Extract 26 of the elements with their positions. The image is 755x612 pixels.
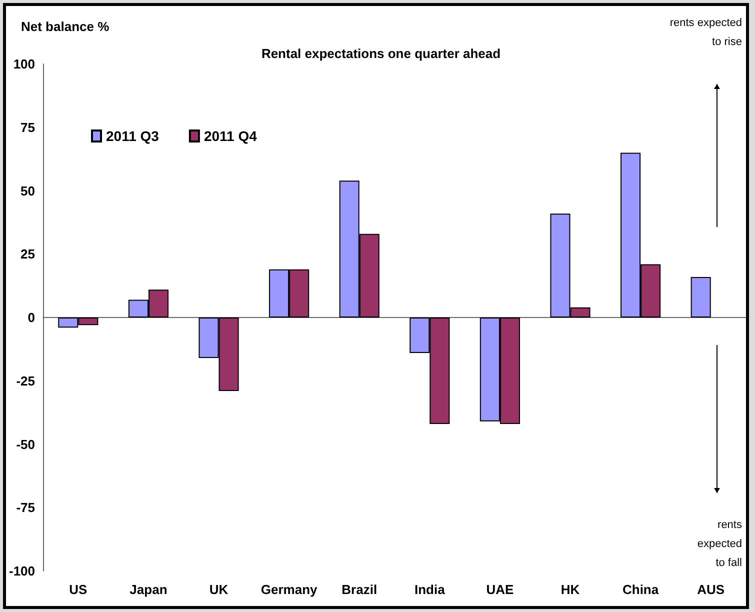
x-tick-label: China [622, 582, 660, 597]
x-tick-label: Japan [130, 582, 168, 597]
y-tick-label: 25 [20, 246, 36, 262]
x-tick-label: US [69, 582, 88, 597]
y-tick-label: 0 [28, 310, 36, 325]
y-tick-label: 50 [20, 183, 36, 198]
bar [690, 276, 711, 318]
y-tick-label: 75 [20, 120, 36, 135]
x-tick-label: Brazil [342, 582, 378, 597]
y-tick-label: -50 [16, 436, 36, 452]
y-tick-label: 100 [13, 56, 36, 72]
x-tick-label: Germany [260, 582, 318, 597]
x-tick-label: India [414, 582, 446, 597]
text: rents expected to rise [670, 17, 742, 48]
x-tick-label: HK [560, 582, 580, 597]
annotation: rents expected to fall [697, 519, 742, 569]
x-tick-label: UAE [486, 582, 514, 597]
x-tick-label: AUS [697, 582, 725, 597]
legend-label: 2011 Q4 [204, 128, 258, 144]
x-tick-label: UK [209, 582, 229, 597]
y-tick-label: -25 [16, 373, 36, 388]
legend-label: 2011 Q3 [106, 128, 160, 144]
chart-title: Rental expectations one quarter ahead [261, 46, 501, 61]
y-tick-label: -75 [16, 500, 36, 516]
y-tick-label: -100 [8, 564, 36, 578]
y-axis-title: Net balance % [21, 19, 110, 34]
